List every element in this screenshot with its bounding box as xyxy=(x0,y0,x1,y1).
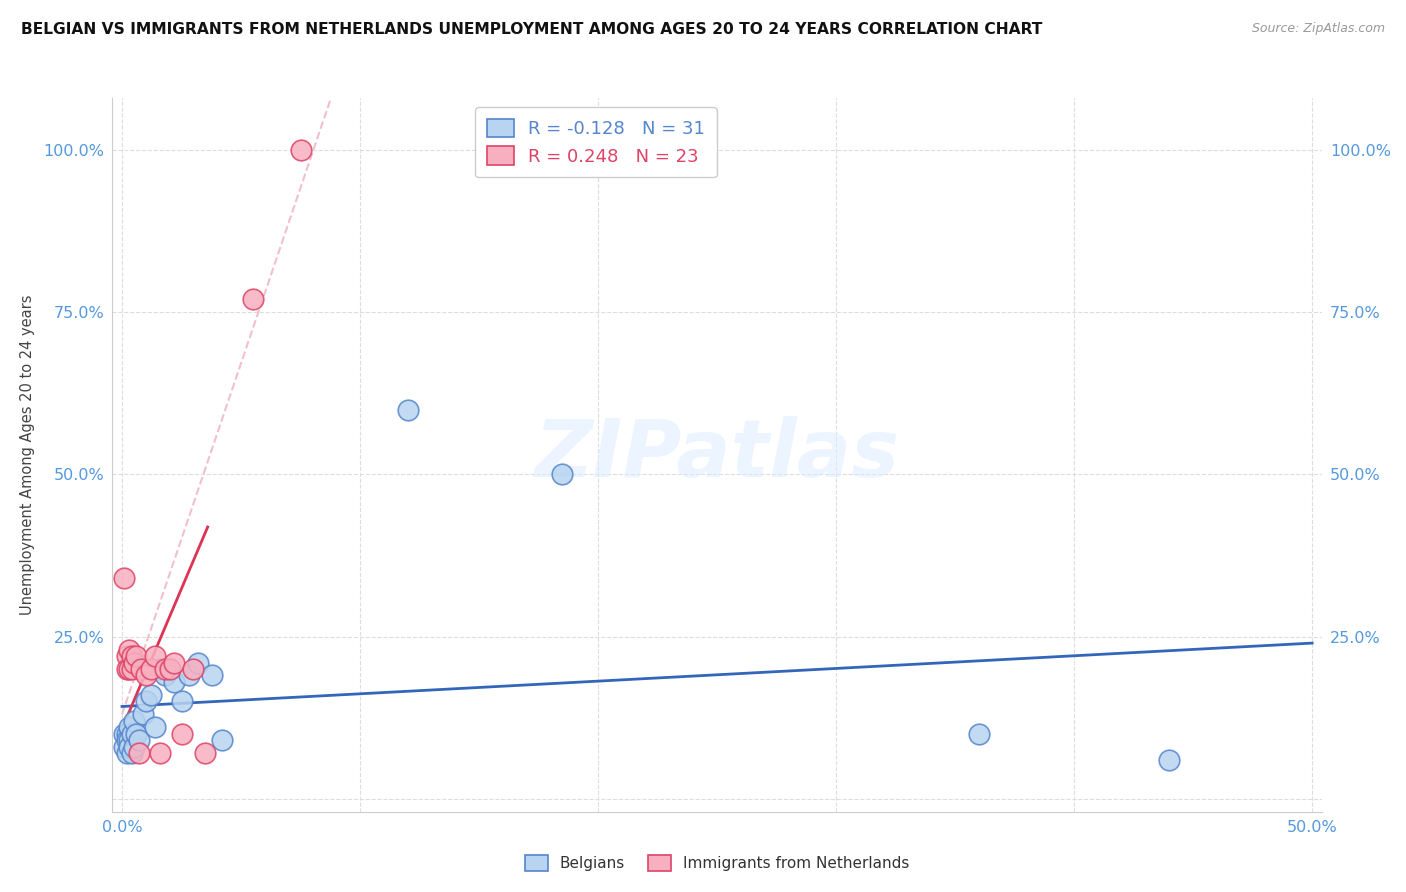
Point xyxy=(170,694,193,708)
Point xyxy=(118,720,141,734)
Point xyxy=(118,662,141,676)
Point xyxy=(183,662,205,676)
Point xyxy=(396,402,419,417)
Point xyxy=(149,662,172,676)
Point xyxy=(159,662,181,676)
Point xyxy=(121,727,143,741)
Point xyxy=(194,747,217,761)
Point xyxy=(159,662,181,676)
Point xyxy=(121,662,143,676)
Point xyxy=(115,662,138,676)
Text: ZIPatlas: ZIPatlas xyxy=(534,416,900,494)
Text: Source: ZipAtlas.com: Source: ZipAtlas.com xyxy=(1251,22,1385,36)
Point xyxy=(135,694,157,708)
Point xyxy=(201,668,224,682)
Point xyxy=(118,733,141,747)
Point xyxy=(143,648,166,663)
Point xyxy=(153,662,176,676)
Point xyxy=(128,747,150,761)
Point xyxy=(242,292,264,306)
Point xyxy=(163,656,186,670)
Point xyxy=(129,662,152,676)
Point xyxy=(135,668,157,682)
Point xyxy=(121,747,143,761)
Point xyxy=(967,727,990,741)
Point xyxy=(143,720,166,734)
Point xyxy=(122,656,145,670)
Point xyxy=(118,739,141,754)
Legend: Belgians, Immigrants from Netherlands: Belgians, Immigrants from Netherlands xyxy=(517,847,917,879)
Point xyxy=(187,656,209,670)
Point xyxy=(139,662,162,676)
Point xyxy=(122,714,145,728)
Point xyxy=(121,648,143,663)
Point xyxy=(1159,753,1181,767)
Point xyxy=(125,727,148,741)
Point xyxy=(122,739,145,754)
Point xyxy=(115,727,138,741)
Point xyxy=(128,733,150,747)
Point xyxy=(170,727,193,741)
Point xyxy=(290,143,312,157)
Point xyxy=(551,467,574,482)
Point xyxy=(153,668,176,682)
Y-axis label: Unemployment Among Ages 20 to 24 years: Unemployment Among Ages 20 to 24 years xyxy=(20,294,35,615)
Point xyxy=(177,668,200,682)
Text: BELGIAN VS IMMIGRANTS FROM NETHERLANDS UNEMPLOYMENT AMONG AGES 20 TO 24 YEARS CO: BELGIAN VS IMMIGRANTS FROM NETHERLANDS U… xyxy=(21,22,1042,37)
Point xyxy=(132,707,155,722)
Point xyxy=(118,642,141,657)
Point xyxy=(211,733,233,747)
Point xyxy=(112,739,135,754)
Point xyxy=(125,648,148,663)
Point xyxy=(139,688,162,702)
Point xyxy=(115,733,138,747)
Point xyxy=(149,747,172,761)
Point xyxy=(115,648,138,663)
Point xyxy=(115,747,138,761)
Point xyxy=(112,571,135,585)
Point xyxy=(112,727,135,741)
Point xyxy=(163,675,186,690)
